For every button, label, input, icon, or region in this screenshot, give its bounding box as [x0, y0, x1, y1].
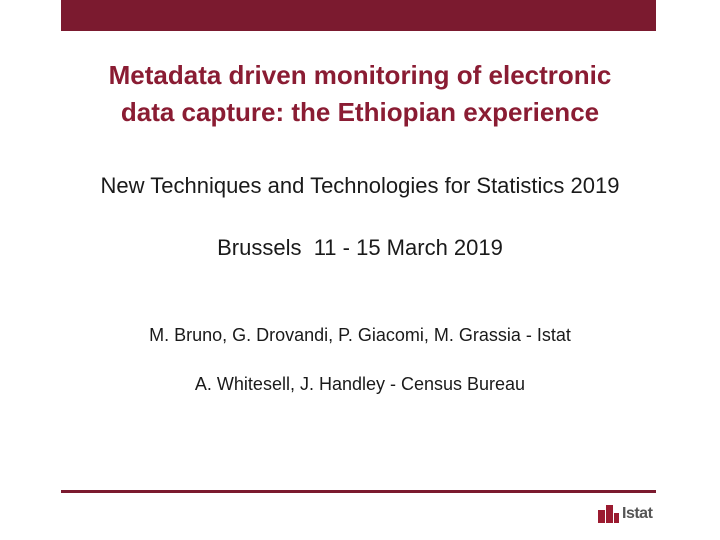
conference-name: New Techniques and Technologies for Stat… — [100, 173, 620, 198]
authors-istat: M. Bruno, G. Drovandi, P. Giacomi, M. Gr… — [149, 325, 571, 345]
event-location-date: Brussels 11 - 15 March 2019 — [217, 235, 503, 260]
slide-title-line-1: Metadata driven monitoring of electronic — [108, 60, 612, 90]
logo-text: Istat — [622, 505, 653, 522]
istat-logo: Istat — [598, 504, 653, 524]
istat-bars-logo-icon — [598, 505, 619, 523]
bottom-divider — [61, 490, 656, 493]
authors-census-bureau: A. Whitesell, J. Handley - Census Bureau — [194, 374, 526, 394]
slide-title-line-2: data capture: the Ethiopian experience — [120, 97, 600, 127]
top-accent-bar — [61, 0, 656, 31]
slide-title: Metadata driven monitoring of electronic… — [40, 57, 680, 131]
